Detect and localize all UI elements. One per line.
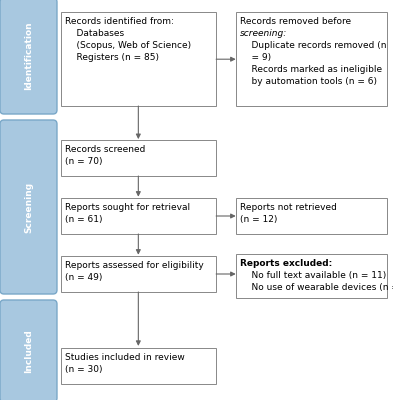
Text: Registers (n = 85): Registers (n = 85) bbox=[65, 53, 159, 62]
FancyBboxPatch shape bbox=[236, 198, 387, 234]
FancyBboxPatch shape bbox=[0, 300, 57, 400]
Text: No use of wearable devices (n = 8): No use of wearable devices (n = 8) bbox=[240, 283, 393, 292]
Text: (n = 61): (n = 61) bbox=[65, 215, 102, 224]
Text: (n = 30): (n = 30) bbox=[65, 365, 102, 374]
Text: Databases: Databases bbox=[65, 29, 124, 38]
Text: (n = 70): (n = 70) bbox=[65, 157, 102, 166]
FancyBboxPatch shape bbox=[236, 12, 387, 106]
Text: Duplicate records removed (n: Duplicate records removed (n bbox=[240, 41, 386, 50]
Text: Reports not retrieved: Reports not retrieved bbox=[240, 203, 337, 212]
FancyBboxPatch shape bbox=[61, 256, 216, 292]
FancyBboxPatch shape bbox=[61, 198, 216, 234]
Text: (n = 49): (n = 49) bbox=[65, 273, 102, 282]
FancyBboxPatch shape bbox=[236, 254, 387, 298]
FancyBboxPatch shape bbox=[61, 348, 216, 384]
Text: No full text available (n = 11): No full text available (n = 11) bbox=[240, 271, 386, 280]
Text: (Scopus, Web of Science): (Scopus, Web of Science) bbox=[65, 41, 191, 50]
Text: Studies included in review: Studies included in review bbox=[65, 353, 185, 362]
FancyBboxPatch shape bbox=[61, 140, 216, 176]
Text: by automation tools (n = 6): by automation tools (n = 6) bbox=[240, 77, 377, 86]
Text: Records marked as ineligible: Records marked as ineligible bbox=[240, 65, 382, 74]
Text: Reports assessed for eligibility: Reports assessed for eligibility bbox=[65, 261, 204, 270]
FancyBboxPatch shape bbox=[0, 0, 57, 114]
Text: (n = 12): (n = 12) bbox=[240, 215, 277, 224]
Text: = 9): = 9) bbox=[240, 53, 271, 62]
FancyBboxPatch shape bbox=[61, 12, 216, 106]
Text: Records screened: Records screened bbox=[65, 145, 145, 154]
Text: Records removed before: Records removed before bbox=[240, 17, 351, 26]
Text: Reports excluded:: Reports excluded: bbox=[240, 259, 332, 268]
Text: screening:: screening: bbox=[240, 29, 287, 38]
Text: Records identified from:: Records identified from: bbox=[65, 17, 174, 26]
Text: Screening: Screening bbox=[24, 182, 33, 232]
Text: Included: Included bbox=[24, 329, 33, 373]
Text: Reports sought for retrieval: Reports sought for retrieval bbox=[65, 203, 190, 212]
FancyBboxPatch shape bbox=[0, 120, 57, 294]
Text: Identification: Identification bbox=[24, 22, 33, 90]
